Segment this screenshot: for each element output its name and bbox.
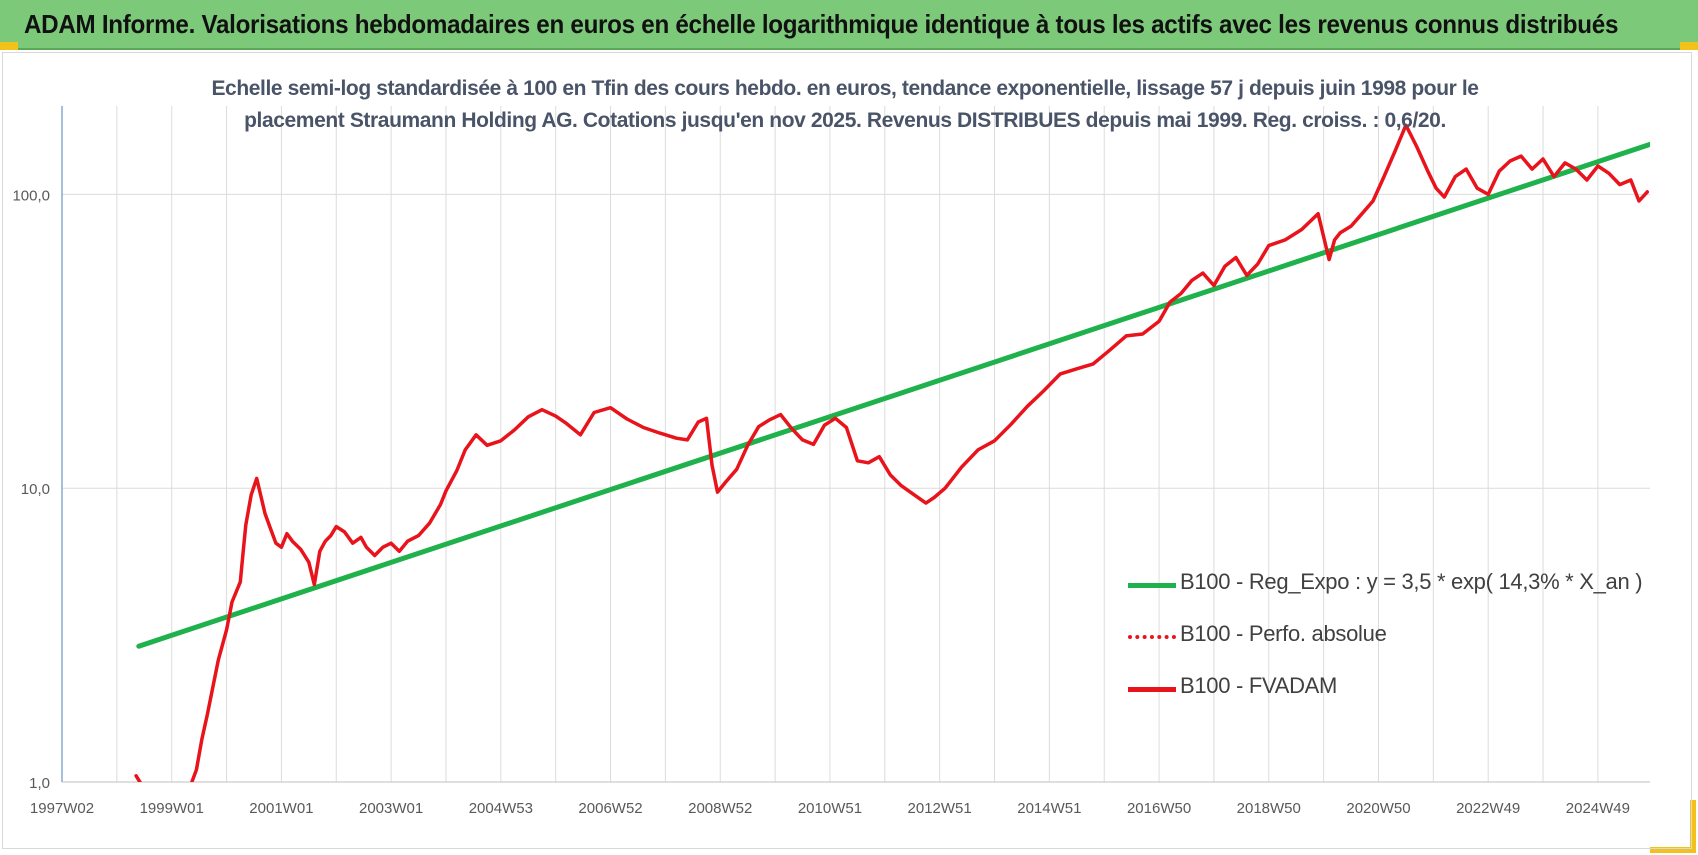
legend-label-regression: B100 - Reg_Expo : y = 3,5 * exp( 14,3% *…	[1180, 569, 1643, 594]
x-tick-label: 2016W50	[1127, 800, 1191, 817]
x-tick-label: 2020W50	[1346, 800, 1410, 817]
x-tick-label: 2004W53	[469, 800, 533, 817]
y-tick-label: 1,0	[29, 775, 50, 792]
corner-mark-top-right	[1680, 42, 1698, 50]
axes: 1,0 10,0 100,0 1997W02 1999W01 2001W01 2003W01…	[12, 106, 1650, 817]
x-tick-label: 1997W02	[30, 800, 94, 817]
fvadam-line	[134, 123, 1650, 782]
page-title: ADAM Informe. Valorisations hebdomadaire…	[24, 9, 1619, 39]
x-tick-label: 2003W01	[359, 800, 423, 817]
x-tick-label: 2010W51	[798, 800, 862, 817]
legend-label-fvadam: B100 - FVADAM	[1180, 673, 1338, 698]
x-tick-label: 2008W52	[688, 800, 752, 817]
regression-line	[136, 141, 1650, 649]
title-banner: ADAM Informe. Valorisations hebdomadaire…	[0, 0, 1698, 50]
x-tick-label: 2014W51	[1017, 800, 1081, 817]
x-tick-label: 2001W01	[249, 800, 313, 817]
corner-mark-bottom-right-h	[1650, 847, 1696, 853]
x-tick-label: 2018W50	[1237, 800, 1301, 817]
x-tick-label: 1999W01	[140, 800, 204, 817]
x-tick-label: 2006W52	[578, 800, 642, 817]
grid	[61, 106, 1650, 783]
legend-swatch-fvadam	[1128, 687, 1176, 692]
corner-mark-bottom-right	[1690, 800, 1696, 852]
legend-label-perfo: B100 - Perfo. absolue	[1180, 621, 1387, 646]
legend-swatch-regression	[1128, 583, 1176, 588]
series	[134, 123, 1650, 782]
corner-mark-top-left	[0, 42, 18, 50]
chart-title: Echelle semi-log standardisée à 100 en T…	[211, 77, 1479, 132]
legend-swatch-perfo	[1128, 635, 1176, 639]
x-tick-label: 2024W49	[1566, 800, 1630, 817]
y-tick-label: 10,0	[21, 481, 50, 498]
x-tick-label: 2012W51	[908, 800, 972, 817]
chart-frame	[2, 52, 1692, 849]
x-tick-label: 2022W49	[1456, 800, 1520, 817]
y-tick-label: 100,0	[12, 187, 50, 204]
